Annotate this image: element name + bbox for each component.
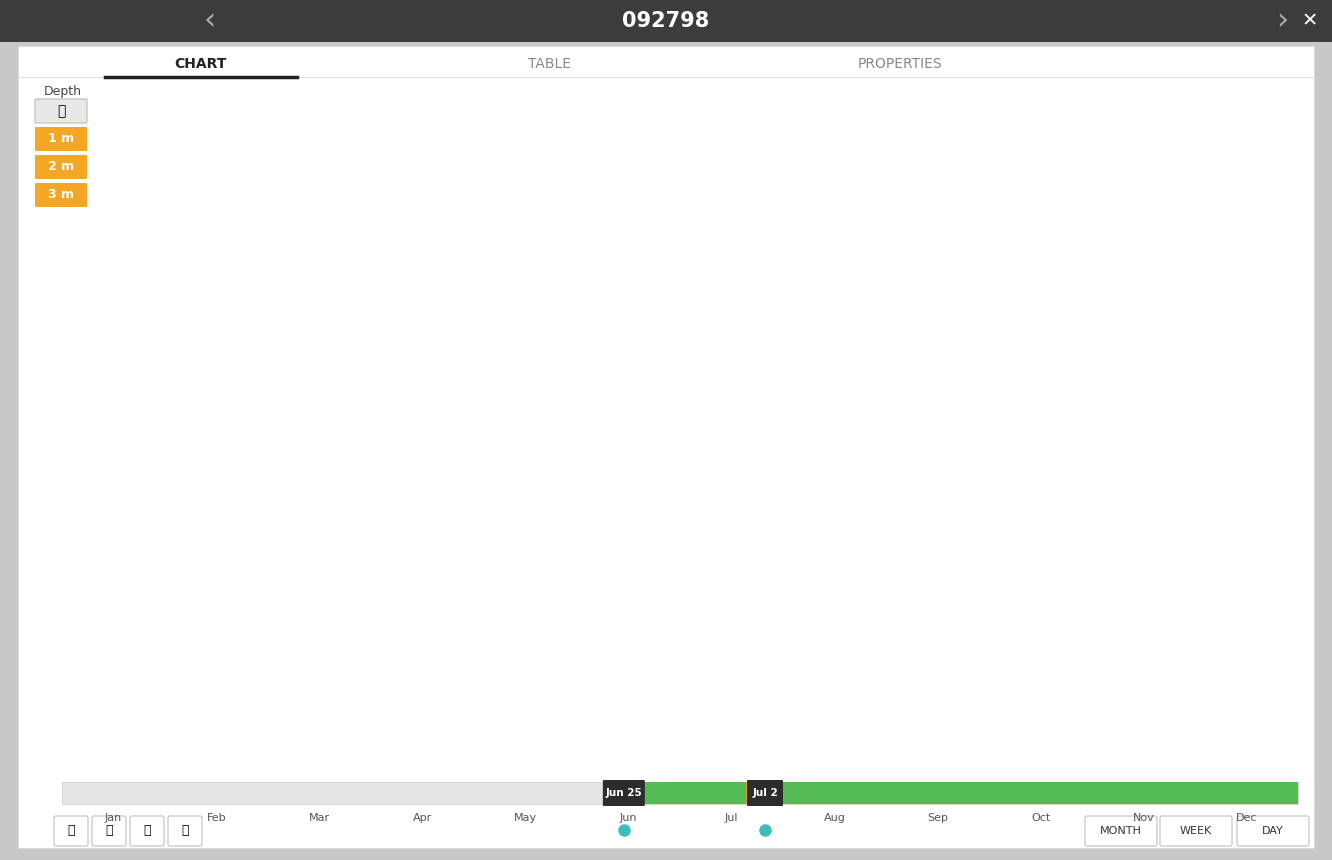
Bar	[757, 782, 769, 804]
FancyBboxPatch shape	[131, 816, 164, 846]
Text: 18:37: 18:37	[714, 536, 751, 549]
Text: May: May	[514, 813, 537, 823]
Text: Oct: Oct	[1031, 813, 1050, 823]
FancyBboxPatch shape	[563, 490, 902, 635]
FancyBboxPatch shape	[55, 816, 88, 846]
FancyBboxPatch shape	[35, 127, 87, 151]
Text: Jun: Jun	[619, 813, 637, 823]
Text: PROPERTIES: PROPERTIES	[858, 57, 942, 71]
Text: ●: ●	[614, 599, 625, 612]
Text: Jul: Jul	[725, 813, 738, 823]
Text: Sep: Sep	[927, 813, 948, 823]
FancyBboxPatch shape	[1086, 816, 1158, 846]
Text: 🌡: 🌡	[67, 825, 75, 838]
Text: 27.6.2022: 27.6.2022	[699, 511, 766, 524]
Text: DAY: DAY	[1263, 826, 1284, 836]
Text: WEEK: WEEK	[1180, 826, 1212, 836]
Text: 26.8 °C: 26.8 °C	[643, 599, 687, 612]
Text: Jun 25: Jun 25	[606, 788, 642, 798]
Text: Jan: Jan	[105, 813, 123, 823]
FancyBboxPatch shape	[35, 155, 87, 179]
Text: ●: ●	[614, 581, 625, 595]
Text: Mar: Mar	[309, 813, 330, 823]
Bar	[606, 782, 1297, 804]
FancyBboxPatch shape	[603, 780, 645, 806]
Bar	[746, 782, 767, 804]
Text: ☁: ☁	[614, 564, 626, 577]
FancyBboxPatch shape	[35, 99, 87, 123]
Text: 27.0 °C: 27.0 °C	[643, 581, 687, 595]
Text: 💧: 💧	[105, 825, 113, 838]
Text: Feb: Feb	[206, 813, 226, 823]
Text: Dec: Dec	[1236, 813, 1257, 823]
Text: Depth: Depth	[44, 85, 83, 99]
Text: 1 m: 1 m	[48, 132, 75, 145]
Text: 27.5 °C: 27.5 °C	[643, 564, 687, 577]
Text: 👍: 👍	[57, 104, 65, 118]
FancyBboxPatch shape	[747, 780, 783, 806]
FancyBboxPatch shape	[92, 816, 127, 846]
Text: ‹: ‹	[204, 7, 216, 35]
Bar	[769, 782, 777, 804]
Text: 26.8 °C: 26.8 °C	[643, 617, 687, 630]
FancyBboxPatch shape	[1160, 816, 1232, 846]
Bar	[0, 0, 1332, 42]
Text: TABLE: TABLE	[529, 57, 571, 71]
Bar	[63, 782, 1297, 804]
FancyBboxPatch shape	[168, 816, 202, 846]
Text: 3 m: 3 m	[48, 188, 75, 201]
Text: ●: ●	[614, 617, 625, 630]
Text: Jul 2: Jul 2	[753, 788, 778, 798]
Text: CHART: CHART	[173, 57, 226, 71]
Text: MONTH: MONTH	[1100, 826, 1142, 836]
Text: Aug: Aug	[823, 813, 846, 823]
Text: 092798: 092798	[622, 11, 710, 31]
Text: ✕: ✕	[1301, 11, 1319, 30]
Text: Apr: Apr	[413, 813, 432, 823]
Text: Nov: Nov	[1132, 813, 1155, 823]
Text: ›: ›	[1276, 7, 1288, 35]
FancyBboxPatch shape	[35, 183, 87, 207]
Text: 📶: 📶	[144, 825, 151, 838]
Text: 📱: 📱	[181, 825, 189, 838]
FancyBboxPatch shape	[1237, 816, 1309, 846]
Text: 2 m: 2 m	[48, 161, 75, 174]
